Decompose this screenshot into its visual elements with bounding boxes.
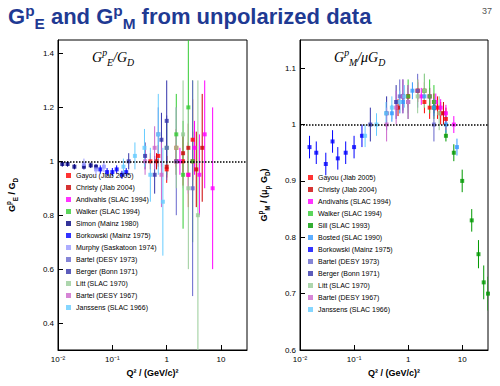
svg-text:0.4: 0.4 bbox=[43, 319, 55, 328]
svg-text:10: 10 bbox=[458, 355, 467, 364]
svg-text:0.8: 0.8 bbox=[43, 211, 55, 220]
svg-text:Litt (SLAC 1970): Litt (SLAC 1970) bbox=[76, 280, 128, 288]
svg-text:Walker (SLAC 1994): Walker (SLAC 1994) bbox=[318, 210, 382, 218]
html-text:E: E bbox=[11, 197, 19, 202]
svg-text:1.2: 1.2 bbox=[43, 103, 55, 112]
html-text:G: G bbox=[259, 176, 269, 186]
svg-text:Berger (Bonn 1971): Berger (Bonn 1971) bbox=[76, 268, 137, 276]
html-text:Gp: Gp bbox=[92, 47, 107, 65]
svg-text:Litt (SLAC 1970): Litt (SLAC 1970) bbox=[318, 282, 370, 290]
svg-text:Janssens (SLAC 1966): Janssens (SLAC 1966) bbox=[76, 304, 148, 312]
svg-text:Berger (Bonn 1971): Berger (Bonn 1971) bbox=[318, 270, 379, 278]
svg-text:Bosted (SLAC 1990): Bosted (SLAC 1990) bbox=[318, 234, 382, 242]
html-text:Gp: Gp bbox=[334, 47, 349, 65]
html-text:D: D bbox=[263, 171, 271, 176]
html-text:37: 37 bbox=[482, 6, 492, 16]
svg-text:0.7: 0.7 bbox=[285, 289, 297, 298]
svg-text:Q² / (GeV/c)²: Q² / (GeV/c)² bbox=[368, 368, 420, 378]
svg-text:10⁻²: 10⁻² bbox=[293, 355, 308, 364]
svg-text:Christy (Jlab 2004): Christy (Jlab 2004) bbox=[76, 184, 135, 192]
svg-text:10⁻¹: 10⁻¹ bbox=[347, 355, 362, 364]
html-text:G: G bbox=[7, 205, 17, 213]
svg-text:Bartel (DESY 1973): Bartel (DESY 1973) bbox=[76, 256, 137, 264]
svg-text:1: 1 bbox=[406, 355, 411, 364]
html-text:Eand Gp: Eand Gp bbox=[34, 1, 123, 33]
svg-text:Simon (Mainz 1980): Simon (Mainz 1980) bbox=[76, 220, 139, 228]
svg-text:Gayou (Jlab 2005): Gayou (Jlab 2005) bbox=[76, 172, 134, 180]
html-text:/ G: / G bbox=[7, 182, 17, 197]
svg-text:Andivahis (SLAC 1994): Andivahis (SLAC 1994) bbox=[318, 198, 391, 206]
svg-text:Walker (SLAC 1994): Walker (SLAC 1994) bbox=[76, 208, 140, 216]
html-text:p: p bbox=[5, 201, 12, 206]
svg-text:0.6: 0.6 bbox=[43, 265, 55, 274]
svg-text:Borkowski (Mainz 1975): Borkowski (Mainz 1975) bbox=[76, 232, 151, 240]
svg-text:1.1: 1.1 bbox=[285, 64, 297, 73]
svg-text:Bartel (DESY 1973): Bartel (DESY 1973) bbox=[318, 258, 379, 266]
html-text:M: M bbox=[263, 205, 271, 211]
html-text:M/μGD: M/μGD bbox=[349, 50, 386, 68]
html-text:/ (μ: / (μ bbox=[259, 189, 269, 206]
svg-text:Bartel (DESY 1967): Bartel (DESY 1967) bbox=[76, 292, 137, 300]
svg-text:Janssens (SLAC 1966): Janssens (SLAC 1966) bbox=[318, 306, 390, 314]
svg-text:Murphy (Saskatoon 1974): Murphy (Saskatoon 1974) bbox=[76, 244, 157, 252]
svg-text:1: 1 bbox=[292, 120, 297, 129]
html-text:E/GD: E/GD bbox=[107, 50, 135, 68]
svg-text:0.8: 0.8 bbox=[285, 233, 297, 242]
svg-text:1: 1 bbox=[164, 355, 169, 364]
svg-text:1.4: 1.4 bbox=[43, 49, 55, 58]
svg-text:0.6: 0.6 bbox=[285, 346, 297, 355]
svg-text:10⁻²: 10⁻² bbox=[51, 355, 66, 364]
svg-text:Sill (SLAC 1993): Sill (SLAC 1993) bbox=[318, 222, 370, 230]
svg-text:Andivahis (SLAC 1994): Andivahis (SLAC 1994) bbox=[76, 196, 149, 204]
svg-text:10⁻¹: 10⁻¹ bbox=[105, 355, 120, 364]
html-text:G: G bbox=[259, 214, 269, 222]
html-text:p: p bbox=[257, 210, 264, 215]
svg-text:Gayou (Jlab 2005): Gayou (Jlab 2005) bbox=[318, 174, 376, 182]
svg-text:0.9: 0.9 bbox=[285, 176, 297, 185]
svg-text:1: 1 bbox=[50, 157, 55, 166]
html-text:p: p bbox=[263, 185, 271, 190]
html-text:Mfrom unpolarized data: Mfrom unpolarized data bbox=[122, 4, 372, 33]
svg-text:Bartel (DESY 1967): Bartel (DESY 1967) bbox=[318, 294, 379, 302]
svg-text:Christy (Jlab 2004): Christy (Jlab 2004) bbox=[318, 186, 377, 194]
html-text:D: D bbox=[11, 177, 19, 183]
html-text:Gp: Gp bbox=[8, 1, 35, 29]
svg-text:10: 10 bbox=[217, 355, 226, 364]
svg-text:Borkowski (Mainz 1975): Borkowski (Mainz 1975) bbox=[318, 246, 393, 254]
svg-text:Q² / (GeV/c)²: Q² / (GeV/c)² bbox=[126, 368, 178, 378]
